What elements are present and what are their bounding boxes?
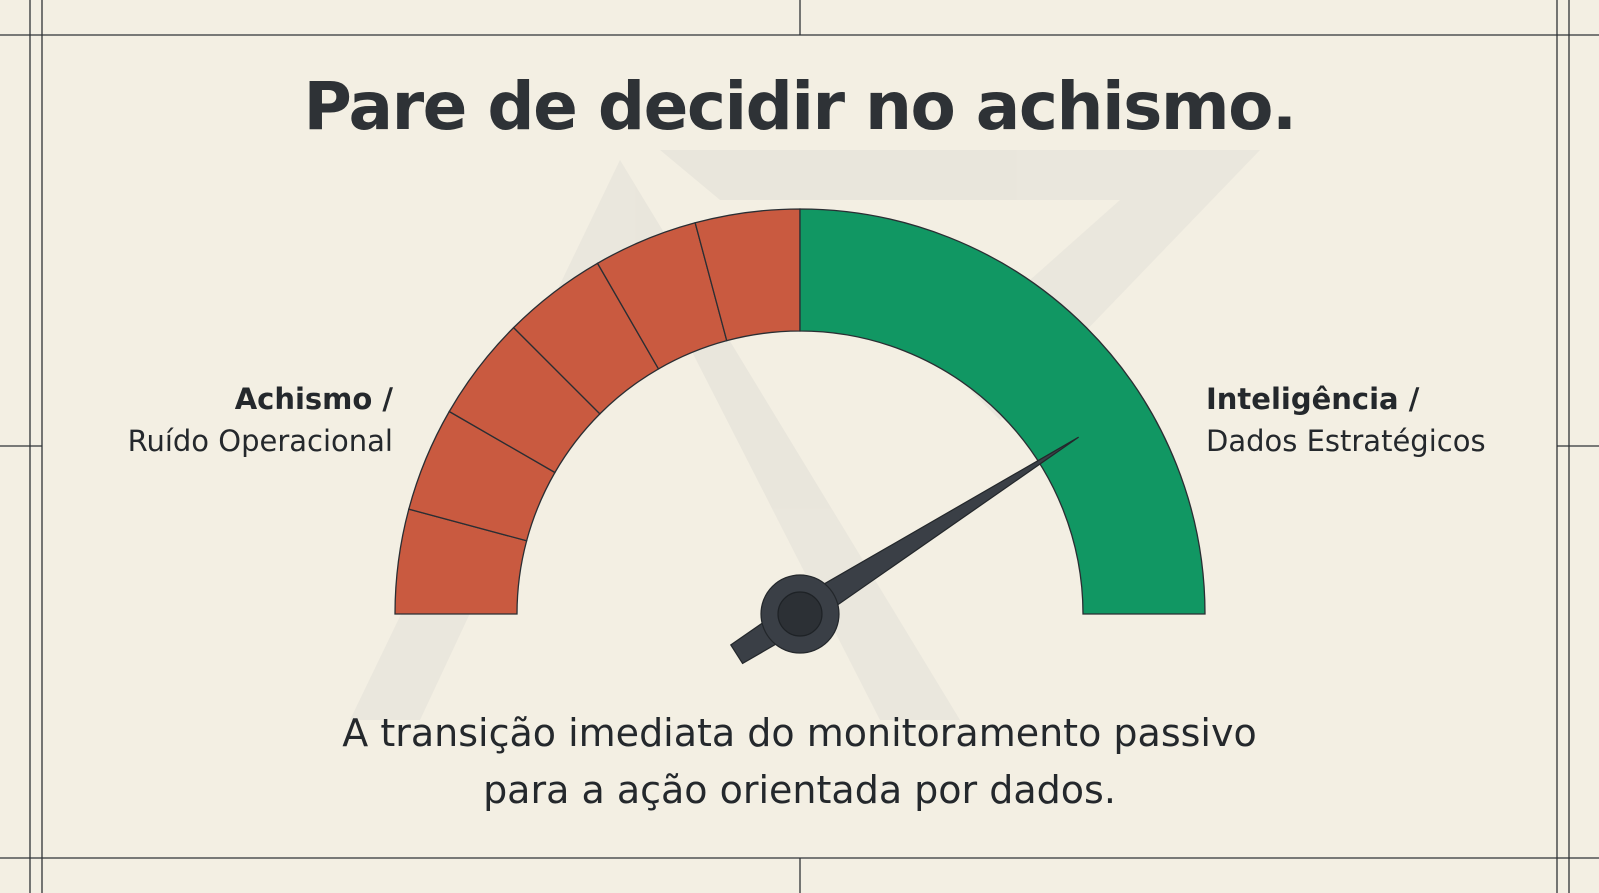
gauge-red-zone <box>394 208 801 615</box>
label-inteligencia-subtitle: Dados Estratégicos <box>1206 424 1486 458</box>
label-achismo-title: Achismo / <box>234 382 393 416</box>
gauge-needle-hub-center <box>777 591 823 637</box>
subtitle-line-1: A transição imediata do monitoramento pa… <box>342 711 1257 755</box>
gauge-needle <box>729 436 1079 665</box>
label-achismo: Achismo / Ruído Operacional <box>128 378 393 462</box>
subtitle: A transição imediata do monitoramento pa… <box>0 705 1599 819</box>
label-inteligencia-title: Inteligência / <box>1206 382 1420 416</box>
label-achismo-subtitle: Ruído Operacional <box>127 424 393 458</box>
subtitle-line-2: para a ação orientada por dados. <box>483 768 1116 812</box>
label-inteligencia: Inteligência / Dados Estratégicos <box>1206 378 1486 462</box>
gauge-green-zone <box>799 208 1206 615</box>
page-title: Pare de decidir no achismo. <box>303 68 1297 145</box>
